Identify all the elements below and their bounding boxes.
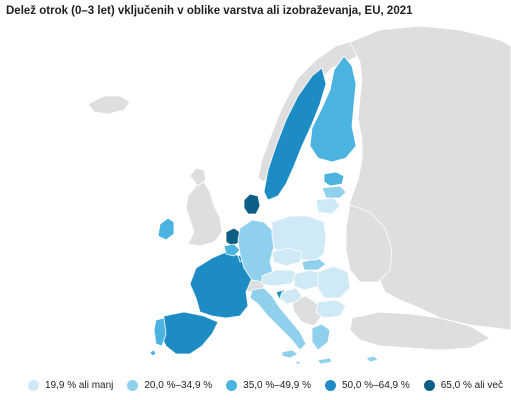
western-balkans: [291, 295, 323, 327]
country-bulgaria: [315, 299, 347, 319]
country-portugal: [153, 317, 167, 347]
legend-swatch-2: [127, 380, 139, 391]
legend-label-5: 65,0 % ali več: [440, 380, 503, 391]
map-title: Delež otrok (0–3 let) vključenih v oblik…: [6, 5, 413, 17]
country-portugal-islands: [149, 349, 157, 357]
legend-swatch-4: [324, 380, 336, 391]
legend-swatch-3: [226, 380, 238, 391]
country-spain: [159, 311, 219, 355]
uk: [185, 181, 223, 247]
legend-swatch-5: [423, 380, 435, 391]
country-cyprus: [365, 355, 379, 363]
europe-map: [87, 25, 511, 365]
legend-item-5: 65,0 % ali več: [423, 380, 503, 391]
country-sweden: [263, 67, 327, 201]
legend-label-4: 50,0 %–64,9 %: [341, 380, 410, 391]
country-lithuania: [315, 197, 341, 215]
country-malta: [295, 360, 301, 365]
legend-item-4: 50,0 %–64,9 %: [324, 380, 410, 391]
country-denmark: [243, 193, 261, 215]
legend: 19,9 % ali manj 20,0 %–34,9 % 35,0 %–49,…: [28, 380, 503, 391]
country-latvia: [321, 185, 347, 199]
iceland: [87, 95, 131, 115]
ukraine-belarus: [345, 204, 393, 283]
country-italy: [249, 287, 307, 351]
non-eu-land: [87, 25, 511, 351]
country-finland: [309, 55, 357, 163]
country-romania: [317, 265, 351, 299]
russia-east: [347, 25, 511, 331]
legend-label-2: 20,0 %–34,9 %: [144, 380, 213, 391]
country-netherlands: [225, 227, 241, 247]
legend-item-2: 20,0 %–34,9 %: [127, 380, 212, 391]
legend-swatch-1: [28, 380, 39, 391]
legend-item-3: 35,0 %–49,9 %: [226, 380, 311, 391]
country-czechia: [271, 247, 303, 267]
legend-label-1: 19,9 % ali manj: [45, 380, 114, 391]
country-ireland: [157, 217, 175, 241]
country-croatia: [279, 287, 303, 305]
country-crete: [317, 357, 333, 365]
legend-item-1: 19,9 % ali manj: [28, 380, 113, 391]
turkey: [349, 311, 491, 351]
country-sicily: [281, 349, 299, 359]
country-estonia: [323, 171, 345, 187]
scotland-north: [189, 167, 207, 187]
eu-countries: [149, 55, 379, 365]
country-greece: [311, 323, 331, 351]
legend-label-3: 35,0 %–49,9 %: [243, 380, 311, 391]
country-belgium: [223, 243, 241, 257]
